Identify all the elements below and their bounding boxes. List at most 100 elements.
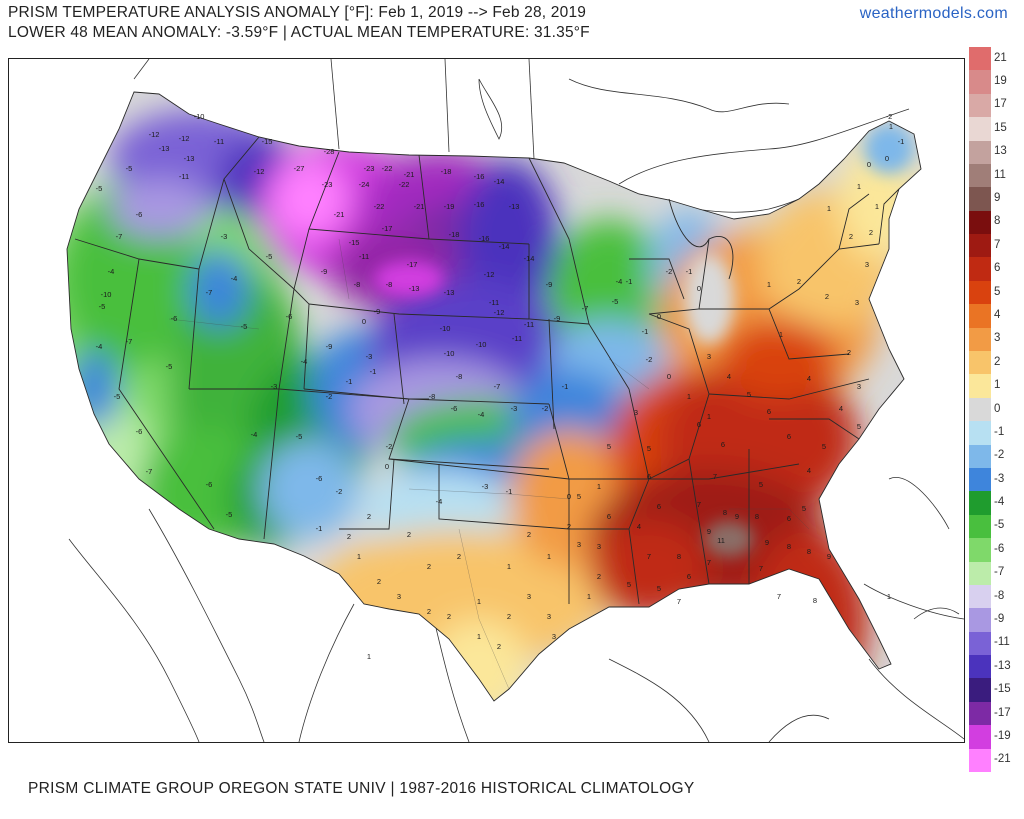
anomaly-value-label: 5 xyxy=(647,444,651,453)
anomaly-value-label: -3 xyxy=(366,352,373,361)
anomaly-value-label: -13 xyxy=(184,154,195,163)
anomaly-value-label: 7 xyxy=(759,564,763,573)
legend-swatch xyxy=(969,725,991,750)
anomaly-value-label: 1 xyxy=(875,202,879,211)
anomaly-value-label: 4 xyxy=(727,372,731,381)
anomaly-value-label: -1 xyxy=(642,327,649,336)
anomaly-value-label: 5 xyxy=(802,504,806,513)
anomaly-value-label: -7 xyxy=(494,382,501,391)
legend-label: 0 xyxy=(994,402,1001,415)
legend-swatch xyxy=(969,257,991,282)
legend-swatch xyxy=(969,397,991,422)
anomaly-value-label: -7 xyxy=(206,288,213,297)
legend-label: 7 xyxy=(994,238,1001,251)
anomaly-value-label: 1 xyxy=(887,592,891,601)
anomaly-value-label: -13 xyxy=(409,284,420,293)
anomaly-value-label: 4 xyxy=(807,374,811,383)
anomaly-map: -10-12-13-11-12-13-11-15-12-28-23 -22-21-… xyxy=(66,59,964,742)
legend-swatch xyxy=(969,327,991,352)
anomaly-value-label: 2 xyxy=(507,612,511,621)
legend-swatch xyxy=(969,467,991,492)
anomaly-value-label: 3 xyxy=(527,592,531,601)
anomaly-value-label: -6 xyxy=(136,427,143,436)
legend-swatch xyxy=(969,304,991,329)
anomaly-value-label: -1 xyxy=(506,487,513,496)
anomaly-value-label: -6 xyxy=(286,312,293,321)
anomaly-value-label: 1 xyxy=(507,562,511,571)
anomaly-value-label: -18 xyxy=(449,230,460,239)
anomaly-value-label: -4 xyxy=(616,277,623,286)
legend-label: 9 xyxy=(994,192,1001,205)
anomaly-value-label: 1 xyxy=(587,592,591,601)
anomaly-value-label: -5 xyxy=(266,252,273,261)
legend-label: 3 xyxy=(994,332,1001,345)
anomaly-value-label: 2 xyxy=(849,232,853,241)
anomaly-value-label: -2 xyxy=(542,404,549,413)
legend-swatch xyxy=(969,280,991,305)
anomaly-value-label: -1 xyxy=(346,377,353,386)
legend-swatch xyxy=(969,93,991,118)
legend-label: -21 xyxy=(994,753,1011,766)
anomaly-value-label: 7 xyxy=(777,592,781,601)
anomaly-value-label: 4 xyxy=(839,404,843,413)
anomaly-value-label: 3 xyxy=(577,540,581,549)
anomaly-value-label: -10 xyxy=(440,324,451,333)
legend-swatch xyxy=(969,374,991,399)
anomaly-value-label: -11 xyxy=(524,320,534,329)
legend-label: -15 xyxy=(994,683,1011,696)
legend-swatch xyxy=(969,421,991,446)
anomaly-value-label: -24 xyxy=(359,180,370,189)
anomaly-value-label: -8 xyxy=(456,372,463,381)
anomaly-value-label: 3 xyxy=(865,260,869,269)
anomaly-value-label: 2 xyxy=(825,292,829,301)
legend-label: -2 xyxy=(994,449,1005,462)
anomaly-value-label: 1 xyxy=(857,182,861,191)
legend-swatch xyxy=(969,748,991,773)
anomaly-value-label: -6 xyxy=(206,480,213,489)
legend-swatch xyxy=(969,140,991,165)
anomaly-value-label: -5 xyxy=(241,322,248,331)
anomaly-value-label: 9 xyxy=(827,552,831,561)
anomaly-value-label: -8 xyxy=(354,280,361,289)
anomaly-field xyxy=(67,92,921,701)
anomaly-value-label: 1 xyxy=(597,482,601,491)
anomaly-value-label: -9 xyxy=(546,280,553,289)
anomaly-value-label: 2 xyxy=(869,228,873,237)
anomaly-value-label: 4 xyxy=(807,466,811,475)
anomaly-value-label: -11 xyxy=(489,298,499,307)
legend-swatch xyxy=(969,351,991,375)
anomaly-value-label: -5 xyxy=(226,510,233,519)
anomaly-value-label: -3 xyxy=(511,404,518,413)
anomaly-value-label: -4 xyxy=(478,410,485,419)
anomaly-value-label: 5 xyxy=(759,480,763,489)
legend-swatch xyxy=(969,444,991,469)
anomaly-value-label: -5 xyxy=(612,297,619,306)
anomaly-value-label: 2 xyxy=(427,607,431,616)
anomaly-value-label: -3 xyxy=(482,482,489,491)
anomaly-value-label: 0 xyxy=(697,284,701,293)
anomaly-value-label: 1 xyxy=(477,632,481,641)
legend-label: 6 xyxy=(994,262,1001,275)
anomaly-value-label: -22 xyxy=(399,180,410,189)
legend-label: -8 xyxy=(994,589,1005,602)
anomaly-value-label: -4 xyxy=(231,274,238,283)
anomaly-value-label: -9 xyxy=(554,314,561,323)
brand-link[interactable]: weathermodels.com xyxy=(859,5,1008,22)
anomaly-value-label: 6 xyxy=(697,420,701,429)
legend-label: -7 xyxy=(994,566,1005,579)
anomaly-value-label: 2 xyxy=(457,552,461,561)
map-frame: -10 -12 -13 -11 -12 -13 -11 -15 -12 -28 -23 -22 -21-… xyxy=(8,58,965,743)
anomaly-value-label: 8 xyxy=(807,547,811,556)
anomaly-value-label: 6 xyxy=(721,440,725,449)
anomaly-value-label: 0 xyxy=(667,372,671,381)
anomaly-value-label: -6 xyxy=(136,210,143,219)
anomaly-value-label: 5 xyxy=(657,584,661,593)
anomaly-value-label: 7 xyxy=(697,500,701,509)
anomaly-value-label: 2 xyxy=(797,277,801,286)
anomaly-value-label: -19 xyxy=(444,202,455,211)
anomaly-value-label: -7 xyxy=(582,304,589,313)
anomaly-value-label: -4 xyxy=(436,497,443,506)
anomaly-value-label: 2 xyxy=(427,562,431,571)
anomaly-value-label: -15 xyxy=(262,137,273,146)
anomaly-value-label: 3 xyxy=(855,298,859,307)
